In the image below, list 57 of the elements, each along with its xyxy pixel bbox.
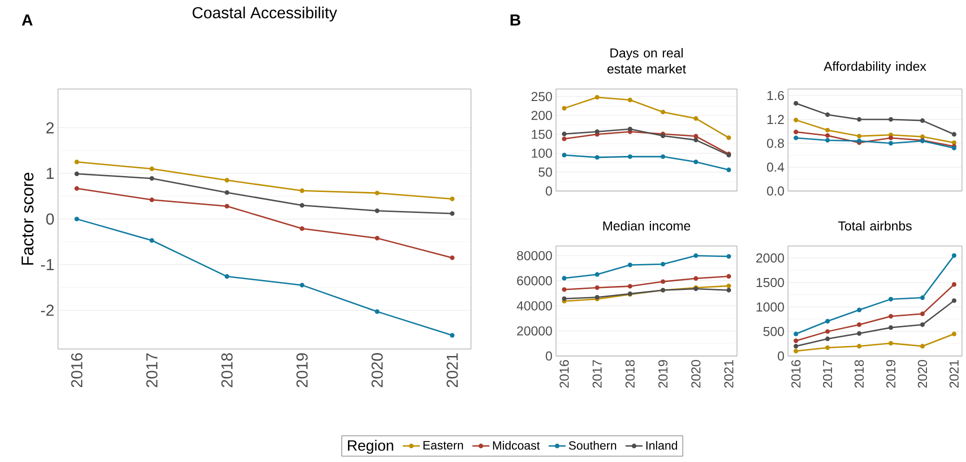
y-tick-label: 0.0 <box>766 186 784 196</box>
y-tick-label: -1 <box>41 259 54 270</box>
x-tick-label: 2019 <box>296 353 308 388</box>
x-tick-label: 2020 <box>918 360 928 388</box>
x-tick-label: 2018 <box>221 353 233 388</box>
x-tick-label: 2017 <box>822 360 832 388</box>
y-tick-label: 100 <box>532 148 552 158</box>
y-tick-label: 20000 <box>517 326 552 336</box>
y-tick-label: 1.6 <box>767 90 784 100</box>
y-tick-label: 500 <box>763 326 784 336</box>
y-tick-label: 60000 <box>517 276 552 286</box>
legend-label: Inland <box>646 440 678 450</box>
x-tick-label: 2016 <box>560 360 569 388</box>
y-tick-label: 80000 <box>517 251 552 260</box>
x-tick-label: 2021 <box>724 360 734 388</box>
y-tick-label: 40000 <box>516 301 552 310</box>
legend-label: Southern <box>568 440 616 450</box>
chart-title: Affordability index <box>824 61 926 74</box>
text: A <box>22 14 33 26</box>
y-tick-label: 0.8 <box>766 138 784 148</box>
y-tick-label: 0.4 <box>766 162 784 172</box>
x-tick-label: 2018 <box>625 360 635 388</box>
x-tick-label: 2019 <box>658 360 668 388</box>
y-tick-label: 2 <box>46 122 54 134</box>
x-tick-label: 2021 <box>950 360 959 388</box>
y-tick-label: 2000 <box>756 253 784 263</box>
legend-label: Eastern <box>424 441 463 450</box>
y-tick-label: 250 <box>532 92 552 102</box>
y-tick-label: 1000 <box>756 302 784 312</box>
text: B <box>510 14 520 26</box>
chart-title: Days on real estate market <box>607 48 686 74</box>
chart-title: Median income <box>603 220 690 230</box>
y-tick-label: 0 <box>546 351 552 361</box>
x-tick-label: 2017 <box>146 353 158 388</box>
x-tick-label: 2018 <box>854 360 864 388</box>
legend-label: Midcoast <box>493 440 540 450</box>
y-tick-label: 0 <box>778 351 784 361</box>
x-tick-label: 2020 <box>372 353 383 388</box>
y-tick-label: 1500 <box>756 278 784 288</box>
y-tick-label: -2 <box>41 304 54 316</box>
x-tick-label: 2017 <box>592 360 602 388</box>
y-tick-label: 150 <box>532 130 552 139</box>
chart-title: Coastal Accessibility <box>192 6 338 22</box>
y-tick-label: 200 <box>532 110 552 120</box>
x-tick-label: 2016 <box>791 360 800 388</box>
y-tick-label: 1.2 <box>767 114 784 124</box>
y-axis-title: Factor score <box>22 172 34 265</box>
x-tick-label: 2019 <box>886 360 896 388</box>
x-tick-label: 2020 <box>691 360 700 388</box>
y-tick-label: 0 <box>546 186 552 196</box>
x-tick-label: 2016 <box>71 353 82 388</box>
y-tick-label: 1 <box>46 168 54 179</box>
y-tick-label: 0 <box>46 213 54 225</box>
y-tick-label: 50 <box>538 168 552 177</box>
x-tick-label: 2021 <box>446 353 458 388</box>
legend-title: Region <box>348 440 394 454</box>
chart-title: Total airbnbs <box>838 220 912 230</box>
